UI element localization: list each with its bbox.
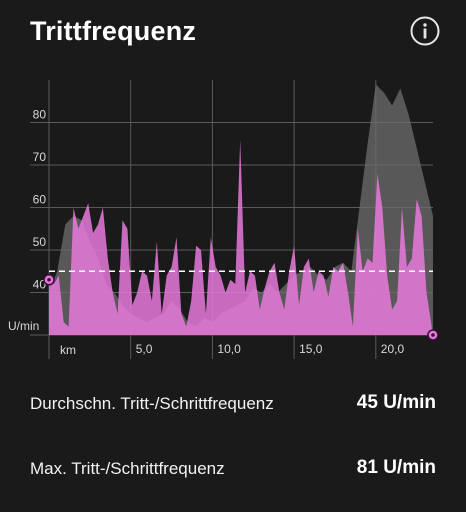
- info-icon[interactable]: [410, 16, 440, 46]
- chart-series: [49, 84, 433, 335]
- x-tick-label: 20,0: [381, 342, 405, 356]
- end-marker-dot: [431, 333, 435, 337]
- y-tick-label: 70: [33, 150, 47, 164]
- stat-value-max: 81 U/min: [356, 457, 436, 478]
- chart-markers: [43, 274, 439, 341]
- x-tick-label: 15,0: [299, 342, 323, 356]
- y-tick-label: 60: [33, 193, 47, 207]
- y-tick-label: 40: [33, 278, 47, 292]
- page-title: Trittfrequenz: [30, 16, 197, 46]
- cadence-area: [49, 139, 433, 335]
- x-tick-label: 5,0: [136, 342, 153, 356]
- y-tick-label: 50: [33, 235, 47, 249]
- y-unit-label: U/min: [8, 319, 39, 333]
- cadence-chart: 40 50 60 70 80 5,0 10,0 15,0 20,0 km U/min: [0, 70, 466, 370]
- header: Trittfrequenz: [30, 14, 440, 54]
- stat-row-max-cadence: Max. Tritt-/Schrittfrequenz 81 U/min: [30, 455, 436, 485]
- stat-row-average-cadence: Durchschn. Tritt-/Schrittfrequenz 45 U/m…: [30, 390, 436, 420]
- stat-label-max: Max. Tritt-/Schrittfrequenz: [30, 459, 225, 478]
- chart-axes: 40 50 60 70 80 5,0 10,0 15,0 20,0 km U/min: [8, 108, 404, 358]
- stat-label-average: Durchschn. Tritt-/Schrittfrequenz: [30, 394, 274, 413]
- stat-value-average: 45 U/min: [356, 392, 436, 413]
- start-marker-dot: [47, 277, 51, 282]
- x-tick-label: 10,0: [217, 342, 241, 356]
- x-unit-label: km: [60, 343, 76, 357]
- y-tick-label: 80: [33, 108, 47, 122]
